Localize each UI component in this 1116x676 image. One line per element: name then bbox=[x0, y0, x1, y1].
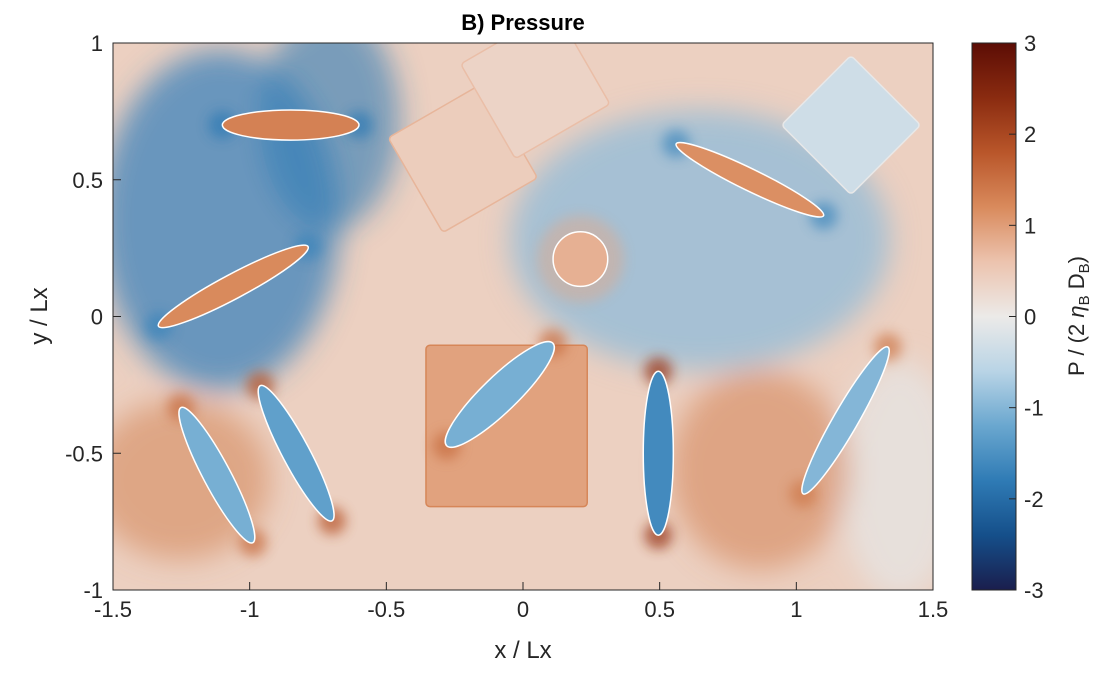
colorbar-label: P / (2 ηB DB) bbox=[1064, 256, 1093, 376]
colorbar-ticks: 3 2 1 0 -1 -2 -3 bbox=[1009, 31, 1044, 603]
colorbar-tick-label: -3 bbox=[1024, 578, 1044, 603]
colorbar-label-end: ) bbox=[1064, 256, 1089, 263]
y-tick-label: 1 bbox=[91, 31, 103, 56]
inclusion-ellipse bbox=[642, 370, 675, 536]
y-tick-label: 0.5 bbox=[72, 168, 103, 193]
y-tick-label: -0.5 bbox=[65, 441, 103, 466]
inclusion-ellipse bbox=[157, 244, 310, 329]
x-tick-label: -1 bbox=[240, 597, 260, 622]
x-axis: -1.5 -1 -0.5 0 0.5 1 1.5 bbox=[94, 582, 948, 622]
y-tick-label: -1 bbox=[83, 578, 103, 603]
x-axis-label: x / Lx bbox=[494, 637, 551, 664]
inclusion-ellipse bbox=[675, 141, 825, 218]
inclusion-square bbox=[782, 56, 920, 194]
colorbar-tick-label: 3 bbox=[1024, 31, 1036, 56]
field-high-bottom-right bbox=[670, 370, 850, 570]
inclusion-circle bbox=[552, 230, 609, 288]
colorbar-ramp bbox=[971, 42, 1017, 591]
x-tick-label: 0.5 bbox=[644, 597, 675, 622]
inclusion-ellipse bbox=[257, 384, 335, 522]
chart-title: B) Pressure bbox=[461, 10, 585, 35]
colorbar-label-eta: η bbox=[1064, 305, 1089, 317]
colorbar-label-sub1: B bbox=[1076, 295, 1093, 305]
inclusion-square bbox=[461, 43, 610, 159]
inclusion-ellipse bbox=[444, 340, 556, 449]
y-axis: -1 -0.5 0 0.5 1 bbox=[65, 31, 121, 603]
colorbar-tick-label: -2 bbox=[1024, 487, 1044, 512]
field-low-right bbox=[510, 110, 890, 370]
inclusion-ellipse bbox=[178, 406, 256, 544]
x-tick-label: 1.5 bbox=[918, 597, 949, 622]
inclusion-ellipse bbox=[801, 346, 890, 495]
colorbar-tick-label: -1 bbox=[1024, 396, 1044, 421]
y-axis-label: y / Lx bbox=[26, 287, 53, 344]
x-tick-label: -0.5 bbox=[367, 597, 405, 622]
field-neutral-right bbox=[840, 360, 933, 590]
colorbar-label-mid: D bbox=[1064, 273, 1089, 295]
inclusion-ellipse bbox=[221, 109, 360, 141]
x-tick-label: 1 bbox=[790, 597, 802, 622]
colorbar-tick-label: 0 bbox=[1024, 305, 1036, 330]
inclusions bbox=[144, 43, 920, 557]
colorbar-label-sub2: B bbox=[1076, 263, 1093, 273]
colorbar-tick-label: 1 bbox=[1024, 213, 1036, 238]
x-tick-label: 0 bbox=[517, 597, 529, 622]
inclusion-square bbox=[425, 344, 588, 508]
colorbar-tick-label: 2 bbox=[1024, 122, 1036, 147]
x-tick-label: -1.5 bbox=[94, 597, 132, 622]
plot-area bbox=[113, 43, 933, 590]
y-tick-label: 0 bbox=[91, 305, 103, 330]
colorbar-label-main: P / (2 bbox=[1064, 318, 1089, 376]
